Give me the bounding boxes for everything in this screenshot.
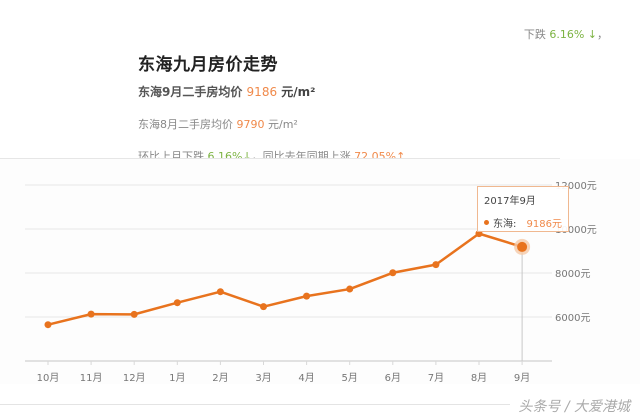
series-line (47, 232, 523, 326)
series-dot-icon (484, 220, 489, 225)
y-tick-label: 6000元 (555, 313, 590, 324)
previous-price-line: 东海8月二手房均价 9790 元/m² (138, 116, 405, 132)
data-point[interactable] (130, 310, 138, 318)
bottom-divider (0, 404, 510, 405)
data-point[interactable] (173, 299, 181, 307)
data-point[interactable] (87, 310, 95, 318)
current-price-line: 东海9月二手房均价 9186 元/m² (138, 83, 405, 100)
top-note: 下跌 6.16% ↓， (524, 26, 608, 42)
data-point[interactable] (432, 261, 440, 269)
up-arrow-icon: ↑ (396, 150, 406, 163)
top-note-value: 6.16% (549, 28, 585, 41)
current-price-label: 东海9月二手房均价 (138, 85, 243, 99)
x-tick-label: 12月 (123, 372, 146, 384)
y-tick-label: 8000元 (555, 269, 590, 280)
x-tick-label: 10月 (37, 372, 60, 384)
data-point[interactable] (303, 292, 311, 300)
x-tick-label: 11月 (80, 372, 103, 384)
chart-tooltip: 2017年9月 东海: 9186元 (477, 186, 569, 232)
previous-price-unit: 元/m² (268, 118, 298, 131)
y-tick-label: 10000元 (555, 225, 597, 236)
x-tick-label: 6月 (385, 372, 401, 384)
top-note-label: 下跌 (523, 28, 546, 41)
x-tick-label: 1月 (169, 372, 185, 384)
data-point[interactable] (346, 285, 354, 293)
page-title: 东海九月房价走势 (138, 55, 278, 75)
x-tick-label: 8月 (471, 372, 487, 384)
data-point[interactable] (216, 288, 224, 296)
data-point[interactable] (260, 303, 267, 311)
y-tick-label: 12000元 (555, 181, 597, 192)
down-arrow-icon: ↓ (242, 150, 252, 163)
summary-header: 东海九月房价走势 东海9月二手房均价 9186 元/m² 东海8月二手房均价 9… (138, 50, 405, 164)
current-price-value: 9186 (246, 85, 278, 99)
x-tick-label: 2月 (212, 372, 228, 384)
tooltip-date: 2017年9月 (484, 196, 536, 207)
current-price-unit: 元/m² (281, 85, 316, 99)
top-note-suffix: ， (597, 28, 608, 41)
x-tick-label: 9月 (514, 372, 530, 384)
divider (0, 158, 560, 159)
data-point-highlighted[interactable] (517, 241, 528, 252)
x-tick-label: 3月 (255, 372, 271, 384)
x-tick-label: 5月 (342, 372, 358, 384)
previous-price-value: 9790 (236, 118, 265, 131)
x-tick-label: 4月 (298, 372, 314, 384)
data-point[interactable] (389, 269, 397, 277)
down-arrow-icon: ↓ (587, 28, 597, 41)
tooltip-value: 9186元 (526, 219, 562, 230)
tooltip-series: 东海: (493, 219, 517, 230)
x-tick-label: 7月 (428, 372, 444, 384)
data-point[interactable] (44, 321, 52, 329)
watermark: 头条号 / 大爱港城 (518, 399, 630, 415)
previous-price-label: 东海8月二手房均价 (138, 118, 233, 131)
